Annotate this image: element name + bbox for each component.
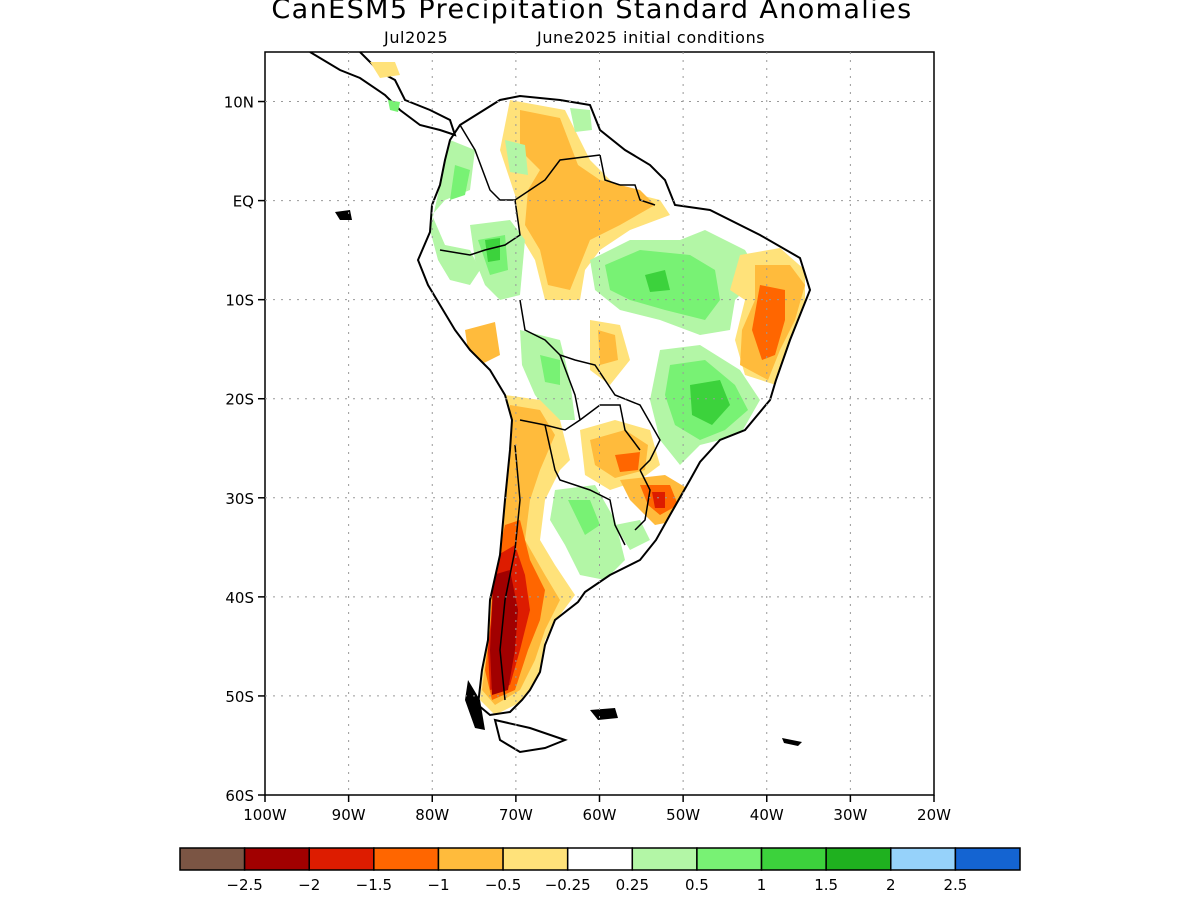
colorbar-swatch bbox=[437, 847, 504, 871]
lon-tick-label: 60W bbox=[583, 806, 617, 824]
colorbar-swatch bbox=[954, 847, 1021, 871]
colorbar-label: 1 bbox=[757, 876, 767, 894]
lat-tick-label: EQ bbox=[233, 193, 254, 211]
anomaly-patch bbox=[598, 330, 618, 365]
colorbar-swatch bbox=[631, 847, 698, 871]
colorbar-swatch bbox=[825, 847, 892, 871]
anomaly-patch bbox=[568, 500, 600, 535]
tierra-del-fuego bbox=[493, 718, 568, 754]
colorbar-label: −1.5 bbox=[356, 876, 392, 894]
colorbar-label: 2 bbox=[886, 876, 896, 894]
initial-conditions: June2025 initial conditions bbox=[537, 28, 766, 47]
lat-tick-label: 40S bbox=[225, 589, 254, 607]
colorbar-label: −2 bbox=[298, 876, 320, 894]
anomaly-patch bbox=[752, 285, 785, 360]
lon-tick-label: 90W bbox=[332, 806, 366, 824]
lon-tick-label: 80W bbox=[415, 806, 449, 824]
anomaly-patch bbox=[520, 110, 655, 290]
lat-tick-label: 10N bbox=[224, 94, 254, 112]
colorbar-swatch bbox=[308, 847, 375, 871]
lon-tick-label: 70W bbox=[499, 806, 533, 824]
anomaly-patch bbox=[645, 270, 670, 292]
map-title: CanESM5 Precipitation Standard Anomalies bbox=[271, 0, 913, 25]
galapagos bbox=[335, 210, 352, 220]
continent-outline bbox=[416, 94, 812, 717]
anomaly-patch bbox=[540, 355, 560, 385]
anomaly-patch bbox=[450, 165, 470, 200]
anomaly-patch bbox=[652, 492, 665, 508]
anomaly-patch bbox=[490, 570, 518, 695]
lon-tick-label: 100W bbox=[243, 806, 287, 824]
anomaly-patch bbox=[615, 520, 650, 550]
colorbar-swatch bbox=[243, 847, 310, 871]
anomaly-patch bbox=[570, 108, 592, 132]
falkland-islands bbox=[590, 708, 618, 720]
lat-tick-label: 20S bbox=[225, 391, 254, 409]
colorbar-swatch bbox=[890, 847, 957, 871]
colorbar-swatch bbox=[696, 847, 763, 871]
lon-tick-label: 40W bbox=[750, 806, 784, 824]
colorbar-label: 2.5 bbox=[943, 876, 967, 894]
lon-tick-label: 30W bbox=[833, 806, 867, 824]
anomaly-patch bbox=[485, 238, 500, 262]
colorbar-label: −1 bbox=[427, 876, 449, 894]
colorbar-label: 1.5 bbox=[814, 876, 838, 894]
colorbar-swatch bbox=[373, 847, 440, 871]
south-georgia bbox=[782, 738, 802, 746]
anomaly-patch bbox=[690, 380, 730, 425]
lon-tick-label: 20W bbox=[917, 806, 951, 824]
colorbar-label: −0.25 bbox=[545, 876, 591, 894]
lon-tick-label: 50W bbox=[666, 806, 700, 824]
colorbar-swatch bbox=[566, 847, 634, 871]
lat-tick-label: 30S bbox=[225, 490, 254, 508]
chile-islands bbox=[465, 680, 485, 730]
anomaly-patch-panama bbox=[388, 100, 400, 112]
forecast-month: Jul2025 bbox=[384, 28, 449, 47]
colorbar-swatch bbox=[179, 847, 246, 871]
anomaly-patch bbox=[505, 140, 528, 175]
colorbar-label: −0.5 bbox=[485, 876, 521, 894]
lat-tick-label: 50S bbox=[225, 688, 254, 706]
plot-area bbox=[265, 52, 934, 795]
anomaly-patch-caribbean bbox=[370, 62, 400, 78]
colorbar-label: 0.25 bbox=[616, 876, 649, 894]
colorbar-swatch bbox=[502, 847, 569, 871]
colorbar-label: 0.5 bbox=[685, 876, 709, 894]
country-borders bbox=[439, 124, 661, 701]
colorbar-swatch bbox=[760, 847, 827, 871]
colorbar: −2.5 −2 −1.5 −1 −0.5 −0.25 0.25 0.5 1 1.5 2 2.5 bbox=[179, 847, 1021, 894]
colorbar-label: −2.5 bbox=[226, 876, 262, 894]
map-ticks bbox=[258, 100, 935, 802]
anomaly-patch bbox=[615, 452, 640, 472]
lat-tick-label: 60S bbox=[225, 787, 254, 805]
lat-tick-label: 10S bbox=[225, 292, 254, 310]
